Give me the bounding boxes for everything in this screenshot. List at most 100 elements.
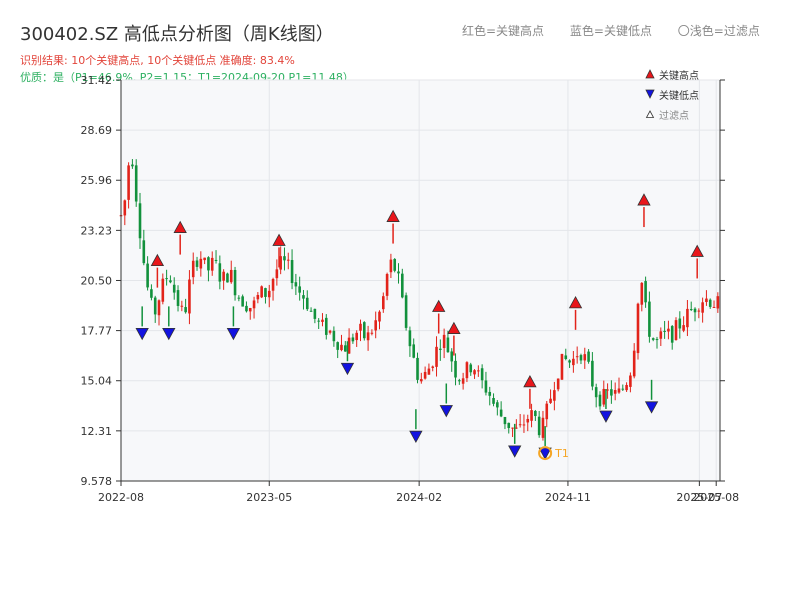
candle-body <box>302 295 305 299</box>
candle-body <box>617 388 621 393</box>
candle-body <box>146 263 149 288</box>
candle-body <box>123 200 127 216</box>
candle-body <box>131 164 134 167</box>
candle <box>340 334 343 352</box>
candle <box>408 326 412 357</box>
candle <box>473 369 476 379</box>
candle-body <box>370 332 374 334</box>
candle <box>134 159 138 207</box>
candle <box>613 382 617 401</box>
candle <box>233 266 237 301</box>
candle <box>362 321 366 341</box>
candle-body <box>708 299 712 307</box>
candle <box>689 301 693 312</box>
legend-high-item: 关键高点 <box>645 64 699 84</box>
candle <box>534 409 537 421</box>
candle <box>279 246 282 275</box>
candle <box>191 252 195 285</box>
candle <box>169 275 172 284</box>
candle <box>416 352 419 384</box>
candle <box>142 229 146 266</box>
candle-body <box>226 273 229 283</box>
candle <box>575 346 579 364</box>
candle-body <box>313 308 317 319</box>
candle-body <box>583 354 587 361</box>
candle <box>374 311 377 339</box>
candle <box>526 414 530 432</box>
key-high-marker <box>173 220 187 233</box>
candle <box>226 272 229 283</box>
candle-body <box>644 281 647 303</box>
candle-body <box>712 306 716 308</box>
candle-body <box>207 257 210 271</box>
candle <box>321 313 324 327</box>
candle-body <box>142 240 146 264</box>
candle <box>572 351 575 373</box>
candle <box>404 292 408 331</box>
down-triangle-icon <box>645 89 655 99</box>
candle-body <box>416 357 419 380</box>
candle <box>401 268 404 299</box>
candle-body <box>461 378 465 384</box>
candle-body <box>199 258 203 269</box>
candle <box>382 292 385 313</box>
x-tick-label: 2022-08 <box>98 491 144 504</box>
key-low-marker <box>439 405 453 418</box>
candle <box>366 325 370 351</box>
candle-body <box>598 394 602 407</box>
candle-body <box>408 330 412 347</box>
candle-body <box>484 380 488 393</box>
candle-body <box>602 388 606 405</box>
candle-body <box>488 391 492 396</box>
candle-body <box>705 298 708 303</box>
candle-body <box>659 331 663 339</box>
candle <box>435 336 438 377</box>
candle-body <box>648 301 651 337</box>
candle-body <box>629 375 632 387</box>
candle <box>606 383 609 399</box>
candle <box>176 285 180 312</box>
candle <box>617 377 621 394</box>
candle-body <box>161 278 165 302</box>
candle-body <box>511 427 514 429</box>
candle-body <box>575 356 579 358</box>
candle-body <box>366 332 370 341</box>
candle-body <box>572 358 575 366</box>
candle <box>469 362 473 376</box>
key-high-marker <box>432 299 446 312</box>
candle-body <box>275 269 279 279</box>
t1-label: T1 <box>554 447 569 460</box>
candle <box>450 348 454 372</box>
candle-body <box>321 319 324 322</box>
candle-body <box>359 323 362 331</box>
candle <box>165 269 168 286</box>
candle-body <box>537 416 541 436</box>
x-tick-label: 2025-08 <box>693 491 739 504</box>
candle <box>480 364 484 389</box>
candle <box>648 291 651 343</box>
candle-body <box>473 370 476 375</box>
legend-grey-filtered: 〇浅色=过滤点 <box>677 24 760 38</box>
candle-body <box>689 309 693 311</box>
candle <box>385 272 389 301</box>
candle <box>499 401 503 418</box>
candle-body <box>625 384 628 391</box>
candle <box>625 382 628 392</box>
candle <box>393 258 397 273</box>
candle <box>412 338 416 359</box>
candle-body <box>412 344 416 358</box>
candle <box>458 378 461 385</box>
candle <box>644 276 647 308</box>
candle <box>275 259 279 286</box>
candle <box>568 359 571 368</box>
candle-body <box>241 296 244 307</box>
legend-high-label: 关键高点 <box>659 70 699 82</box>
legend-blue-low: 蓝色=关键低点 <box>569 24 652 38</box>
candle <box>602 380 606 407</box>
candle <box>518 413 522 428</box>
candle <box>343 341 347 352</box>
candle-body <box>579 355 583 361</box>
candle <box>210 251 214 276</box>
candle-body <box>655 339 659 341</box>
candle-body <box>610 389 613 396</box>
